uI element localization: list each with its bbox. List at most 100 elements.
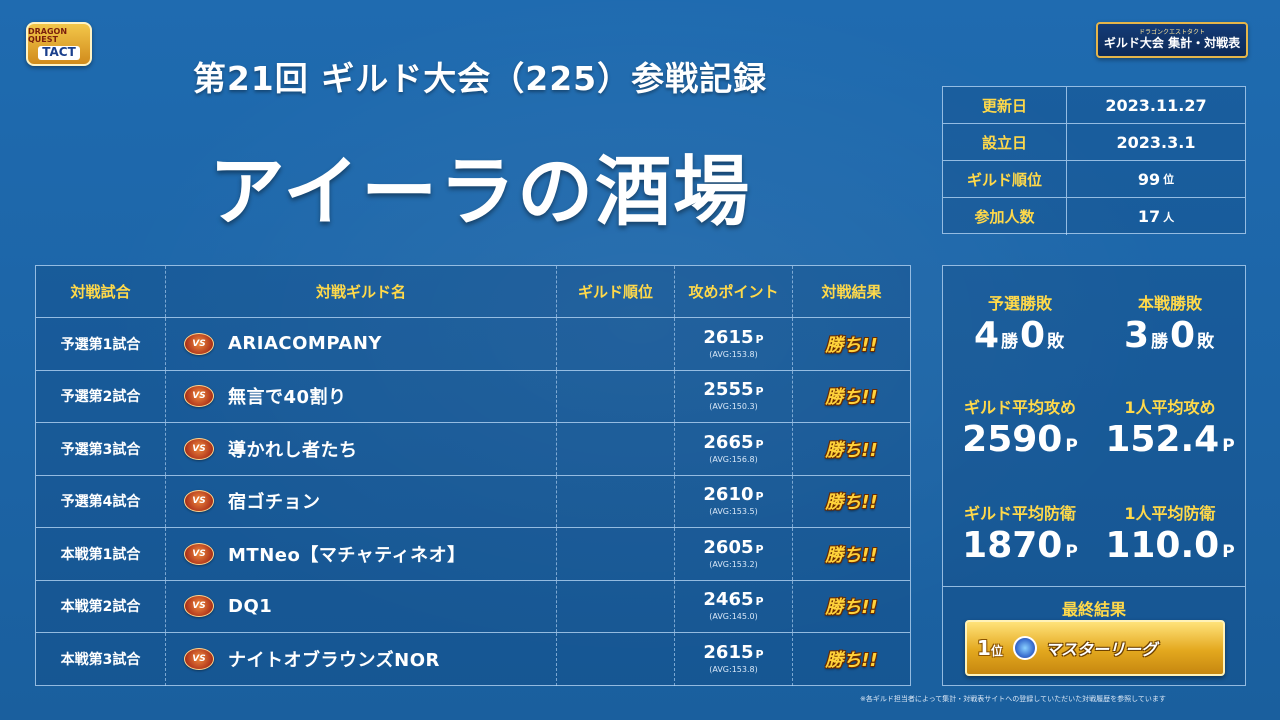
match-cell: 予選第2試合 — [36, 370, 166, 422]
table-row: 本戦第3試合 VS ナイトオブラウンズNOR 2615 P (AVG:153.8) 勝ち!! — [36, 633, 910, 686]
table-header: 対戦試合 対戦ギルド名 ギルド順位 攻めポイント 対戦結果 — [36, 266, 910, 318]
match-cell: 本戦第1試合 — [36, 528, 166, 580]
win-badge: 勝ち!! — [825, 597, 878, 619]
header-points: 攻めポイント — [675, 266, 793, 317]
guild-info-table: 更新日 2023.11.27 設立日 2023.3.1 ギルド順位 99 位 参加… — [942, 86, 1246, 235]
header-result: 対戦結果 — [821, 283, 882, 301]
match-cell: 予選第1試合 — [36, 318, 166, 370]
opponent-cell: VS ナイトオブラウンズNOR — [166, 633, 557, 686]
match-name: 本戦第3試合 — [60, 652, 141, 669]
win-badge: 勝ち!! — [825, 544, 878, 566]
vs-icon: VS — [184, 437, 214, 460]
header-match: 対戦試合 — [36, 266, 166, 317]
stat-label: 1人平均攻め — [1124, 398, 1216, 417]
attack-points: 2555 P — [703, 379, 764, 401]
attack-avg: (AVG:150.3) — [709, 402, 758, 412]
info-value: 17 人 — [1137, 207, 1175, 226]
logo-left-main-text: TACT — [38, 46, 80, 60]
info-row-founded: 設立日 2023.3.1 — [943, 124, 1245, 161]
attack-points: 2615 P — [703, 642, 764, 664]
match-name: 予選第2試合 — [60, 389, 141, 406]
footnote: ※各ギルド担当者によって集計・対戦表サイトへの登録していただいた対戦履歴を参照し… — [860, 695, 1166, 703]
opponent-name: 宿ゴチョン — [228, 492, 321, 514]
prelim-record: 予選勝敗 4 勝0 敗 — [945, 290, 1095, 357]
info-label: ギルド順位 — [943, 161, 1067, 197]
points-cell: 2610 P (AVG:153.5) — [675, 475, 793, 527]
result-cell: 勝ち!! — [793, 581, 910, 633]
points-cell: 2665 P (AVG:156.8) — [675, 423, 793, 475]
opponent-name: 導かれし者たち — [228, 439, 358, 461]
info-label: 更新日 — [943, 87, 1067, 123]
info-row-members: 参加人数 17 人 — [943, 198, 1245, 235]
result-cell: 勝ち!! — [793, 528, 910, 580]
info-value: 99 位 — [1137, 169, 1175, 189]
match-name: 本戦第1試合 — [60, 546, 141, 563]
rank-cell — [557, 580, 675, 632]
result-cell: 勝ち!! — [793, 371, 910, 423]
match-name: 本戦第2試合 — [60, 599, 141, 616]
logo-left-top-text: DRAGON QUEST — [28, 27, 68, 45]
info-value: 2023.11.27 — [1105, 95, 1207, 115]
person-avg-attack: 1人平均攻め 152.4 P — [1095, 394, 1245, 461]
rank-cell — [557, 318, 675, 370]
league-emblem-icon — [1012, 636, 1037, 660]
match-name: 予選第1試合 — [60, 336, 141, 353]
opponent-name: MTNeo【マチャティネオ】 — [228, 544, 466, 566]
vs-icon: VS — [184, 332, 214, 355]
attack-avg: (AVG:153.8) — [709, 665, 758, 675]
rank-medal-icon: 1位 — [977, 636, 1003, 660]
opponent-cell: VS DQ1 — [166, 580, 557, 632]
match-cell: 予選第4試合 — [36, 475, 166, 527]
vs-icon: VS — [184, 595, 214, 618]
stat-label: 本戦勝敗 — [1137, 294, 1202, 313]
stats-panel: 予選勝敗 4 勝0 敗 本戦勝敗 3 勝0 敗 ギルド平均攻め 2590 P 1人平均攻め… — [942, 265, 1246, 686]
guild-avg-attack: ギルド平均攻め 2590 P — [945, 394, 1095, 461]
stat-value: 152.4 P — [1105, 419, 1235, 460]
attack-points: 2665 P — [703, 431, 764, 453]
stat-value: 1870 P — [962, 525, 1078, 566]
main-record: 本戦勝敗 3 勝0 敗 — [1095, 290, 1245, 357]
opponent-cell: VS 宿ゴチョン — [166, 475, 557, 527]
stat-value: 110.0 P — [1105, 525, 1235, 566]
match-name: 予選第4試合 — [60, 494, 141, 511]
match-table: 対戦試合 対戦ギルド名 ギルド順位 攻めポイント 対戦結果 予選第1試合 VS AR… — [35, 265, 911, 686]
attack-avg: (AVG:153.5) — [709, 507, 758, 517]
logo-right-main-text: ギルド大会 集計・対戦表 — [1103, 35, 1241, 50]
guild-avg-defense: ギルド平均防衛 1870 P — [945, 500, 1095, 567]
match-name: 予選第3試合 — [60, 441, 141, 458]
person-avg-defense: 1人平均防衛 110.0 P — [1095, 500, 1245, 567]
vs-icon: VS — [184, 385, 214, 408]
match-cell: 本戦第3試合 — [36, 633, 166, 686]
header-opponent: 対戦ギルド名 — [166, 266, 557, 317]
info-row-rank: ギルド順位 99 位 — [943, 161, 1245, 198]
points-cell: 2605 P (AVG:153.2) — [675, 528, 793, 580]
opponent-cell: VS 無言で40割り — [166, 370, 557, 422]
match-cell: 本戦第2試合 — [36, 580, 166, 632]
final-result-label: 最終結果 — [1061, 600, 1126, 619]
info-label: 設立日 — [943, 124, 1067, 160]
table-row: 本戦第1試合 VS MTNeo【マチャティネオ】 2605 P (AVG:153.2) 勝ち… — [36, 528, 910, 581]
stat-label: 予選勝敗 — [987, 294, 1052, 313]
points-cell: 2615 P (AVG:153.8) — [675, 633, 793, 686]
info-row-updated: 更新日 2023.11.27 — [943, 87, 1245, 124]
points-cell: 2615 P (AVG:153.8) — [675, 318, 793, 370]
logo-right-top-text: ドラゴンクエストタクト — [1138, 28, 1205, 36]
stat-value: 4 勝0 敗 — [973, 315, 1065, 356]
table-row: 予選第1試合 VS ARIACOMPANY 2615 P (AVG:153.8) 勝ち!! — [36, 318, 910, 371]
stat-value: 2590 P — [962, 419, 1078, 460]
table-row: 予選第3試合 VS 導かれし者たち 2665 P (AVG:156.8) 勝ち!! — [36, 423, 910, 476]
rank-cell — [557, 370, 675, 422]
attack-avg: (AVG:153.2) — [709, 559, 758, 569]
dq-tact-logo: DRAGON QUEST TACT — [26, 22, 92, 66]
result-cell: 勝ち!! — [793, 476, 910, 528]
result-cell: 勝ち!! — [793, 633, 910, 686]
points-cell: 2465 P (AVG:145.0) — [675, 580, 793, 632]
opponent-cell: VS 導かれし者たち — [166, 423, 557, 475]
attack-points: 2615 P — [703, 326, 764, 348]
points-cell: 2555 P (AVG:150.3) — [675, 370, 793, 422]
win-badge: 勝ち!! — [825, 492, 878, 514]
attack-avg: (AVG:145.0) — [709, 612, 758, 622]
win-badge: 勝ち!! — [825, 439, 878, 461]
result-cell: 勝ち!! — [793, 423, 910, 475]
attack-points: 2465 P — [703, 589, 764, 611]
